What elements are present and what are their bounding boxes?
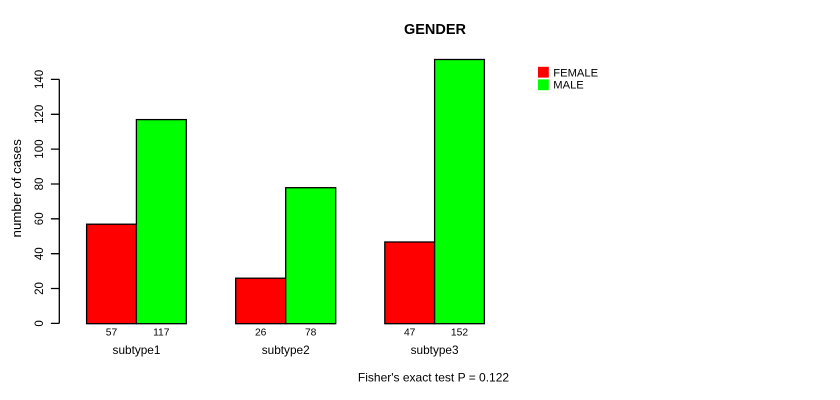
- svg-text:0: 0: [34, 320, 46, 326]
- svg-text:120: 120: [34, 105, 46, 124]
- svg-text:subtype1: subtype1: [113, 343, 161, 357]
- svg-text:80: 80: [34, 178, 46, 191]
- svg-text:57: 57: [106, 328, 118, 339]
- svg-text:117: 117: [153, 328, 170, 339]
- svg-text:47: 47: [404, 328, 416, 339]
- svg-text:60: 60: [34, 212, 46, 225]
- svg-text:140: 140: [34, 70, 46, 89]
- svg-text:number of cases: number of cases: [9, 139, 24, 238]
- svg-text:MALE: MALE: [553, 80, 583, 92]
- svg-text:100: 100: [34, 140, 46, 159]
- svg-text:subtype2: subtype2: [262, 343, 310, 357]
- svg-text:20: 20: [34, 282, 46, 295]
- svg-text:GENDER: GENDER: [404, 22, 467, 38]
- svg-text:26: 26: [255, 328, 267, 339]
- svg-text:152: 152: [451, 328, 468, 339]
- svg-text:subtype3: subtype3: [411, 343, 459, 357]
- svg-text:FEMALE: FEMALE: [553, 67, 598, 79]
- svg-text:78: 78: [305, 328, 317, 339]
- svg-text:Fisher's exact test P = 0.122: Fisher's exact test P = 0.122: [358, 371, 509, 385]
- svg-text:40: 40: [34, 247, 46, 260]
